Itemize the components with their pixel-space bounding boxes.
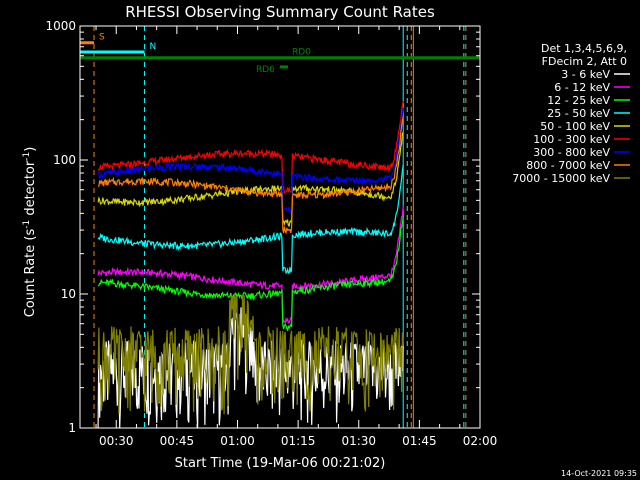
y-tick-label: 100	[53, 153, 76, 167]
series-line	[97, 100, 404, 194]
x-tick-label: 01:15	[281, 434, 316, 448]
legend-item-label: 12 - 25 keV	[547, 94, 610, 107]
x-tick-label: 01:00	[220, 434, 255, 448]
legend-item-label: 800 - 7000 keV	[526, 159, 610, 172]
legend-title-decimation: FDecim 2, Att 0	[542, 55, 627, 68]
state-flag-label: S	[99, 33, 105, 43]
series-line	[98, 116, 404, 235]
y-axis-label-main: Count Rate (s	[23, 229, 38, 318]
x-tick-label: 01:45	[402, 434, 437, 448]
chart-title: RHESSI Observing Summary Count Rates	[125, 3, 435, 21]
legend-item-label: 25 - 50 keV	[547, 107, 610, 120]
x-tick-label: 00:30	[99, 434, 134, 448]
y-axis-label-mid: detector	[23, 160, 38, 220]
legend-item-label: 7000 - 15000 keV	[512, 172, 610, 185]
legend-item-label: 100 - 300 keV	[533, 133, 610, 146]
series-line	[97, 107, 404, 214]
legend-item-label: 300 - 800 keV	[533, 146, 610, 159]
x-axis-label: Start Time (19-Mar-06 00:21:02)	[175, 456, 386, 471]
series-line	[97, 293, 404, 415]
plot-frame	[79, 25, 481, 429]
series-line	[97, 165, 404, 275]
plot-area: S N RD0 RD6 1 10 100 1000 00:30 00:45 01:00 01:15 01…	[45, 19, 497, 448]
y-axis-label-end: )	[23, 147, 38, 152]
legend-item-label: 50 - 100 keV	[540, 120, 610, 133]
y-tick-label: 1	[68, 421, 76, 435]
x-tick-label: 00:45	[160, 434, 195, 448]
state-flag-label: RD0	[292, 48, 311, 58]
x-tick-label: 02:00	[463, 434, 498, 448]
y-axis-label: Count Rate (s-1 detector-1)	[22, 147, 38, 318]
state-flag-label: RD6	[256, 65, 275, 75]
state-flag-label: N	[150, 42, 157, 52]
series-line	[97, 216, 404, 332]
legend-item-label: 6 - 12 keV	[554, 81, 610, 94]
legend-item-label: 3 - 6 keV	[561, 68, 610, 81]
y-axis-label-sup-2: -1	[22, 152, 32, 161]
series-line	[97, 205, 404, 325]
y-tick-label: 1000	[45, 19, 76, 33]
y-tick-label: 10	[61, 287, 76, 301]
legend: Det 1,3,4,5,6,9, FDecim 2, Att 0 3 - 6 k…	[512, 42, 630, 185]
legend-title-detectors: Det 1,3,4,5,6,9,	[541, 42, 627, 55]
timestamp: 14-Oct-2021 09:35	[561, 469, 637, 478]
y-axis-label-sup-1: -1	[22, 220, 32, 229]
x-tick-label: 01:30	[341, 434, 376, 448]
